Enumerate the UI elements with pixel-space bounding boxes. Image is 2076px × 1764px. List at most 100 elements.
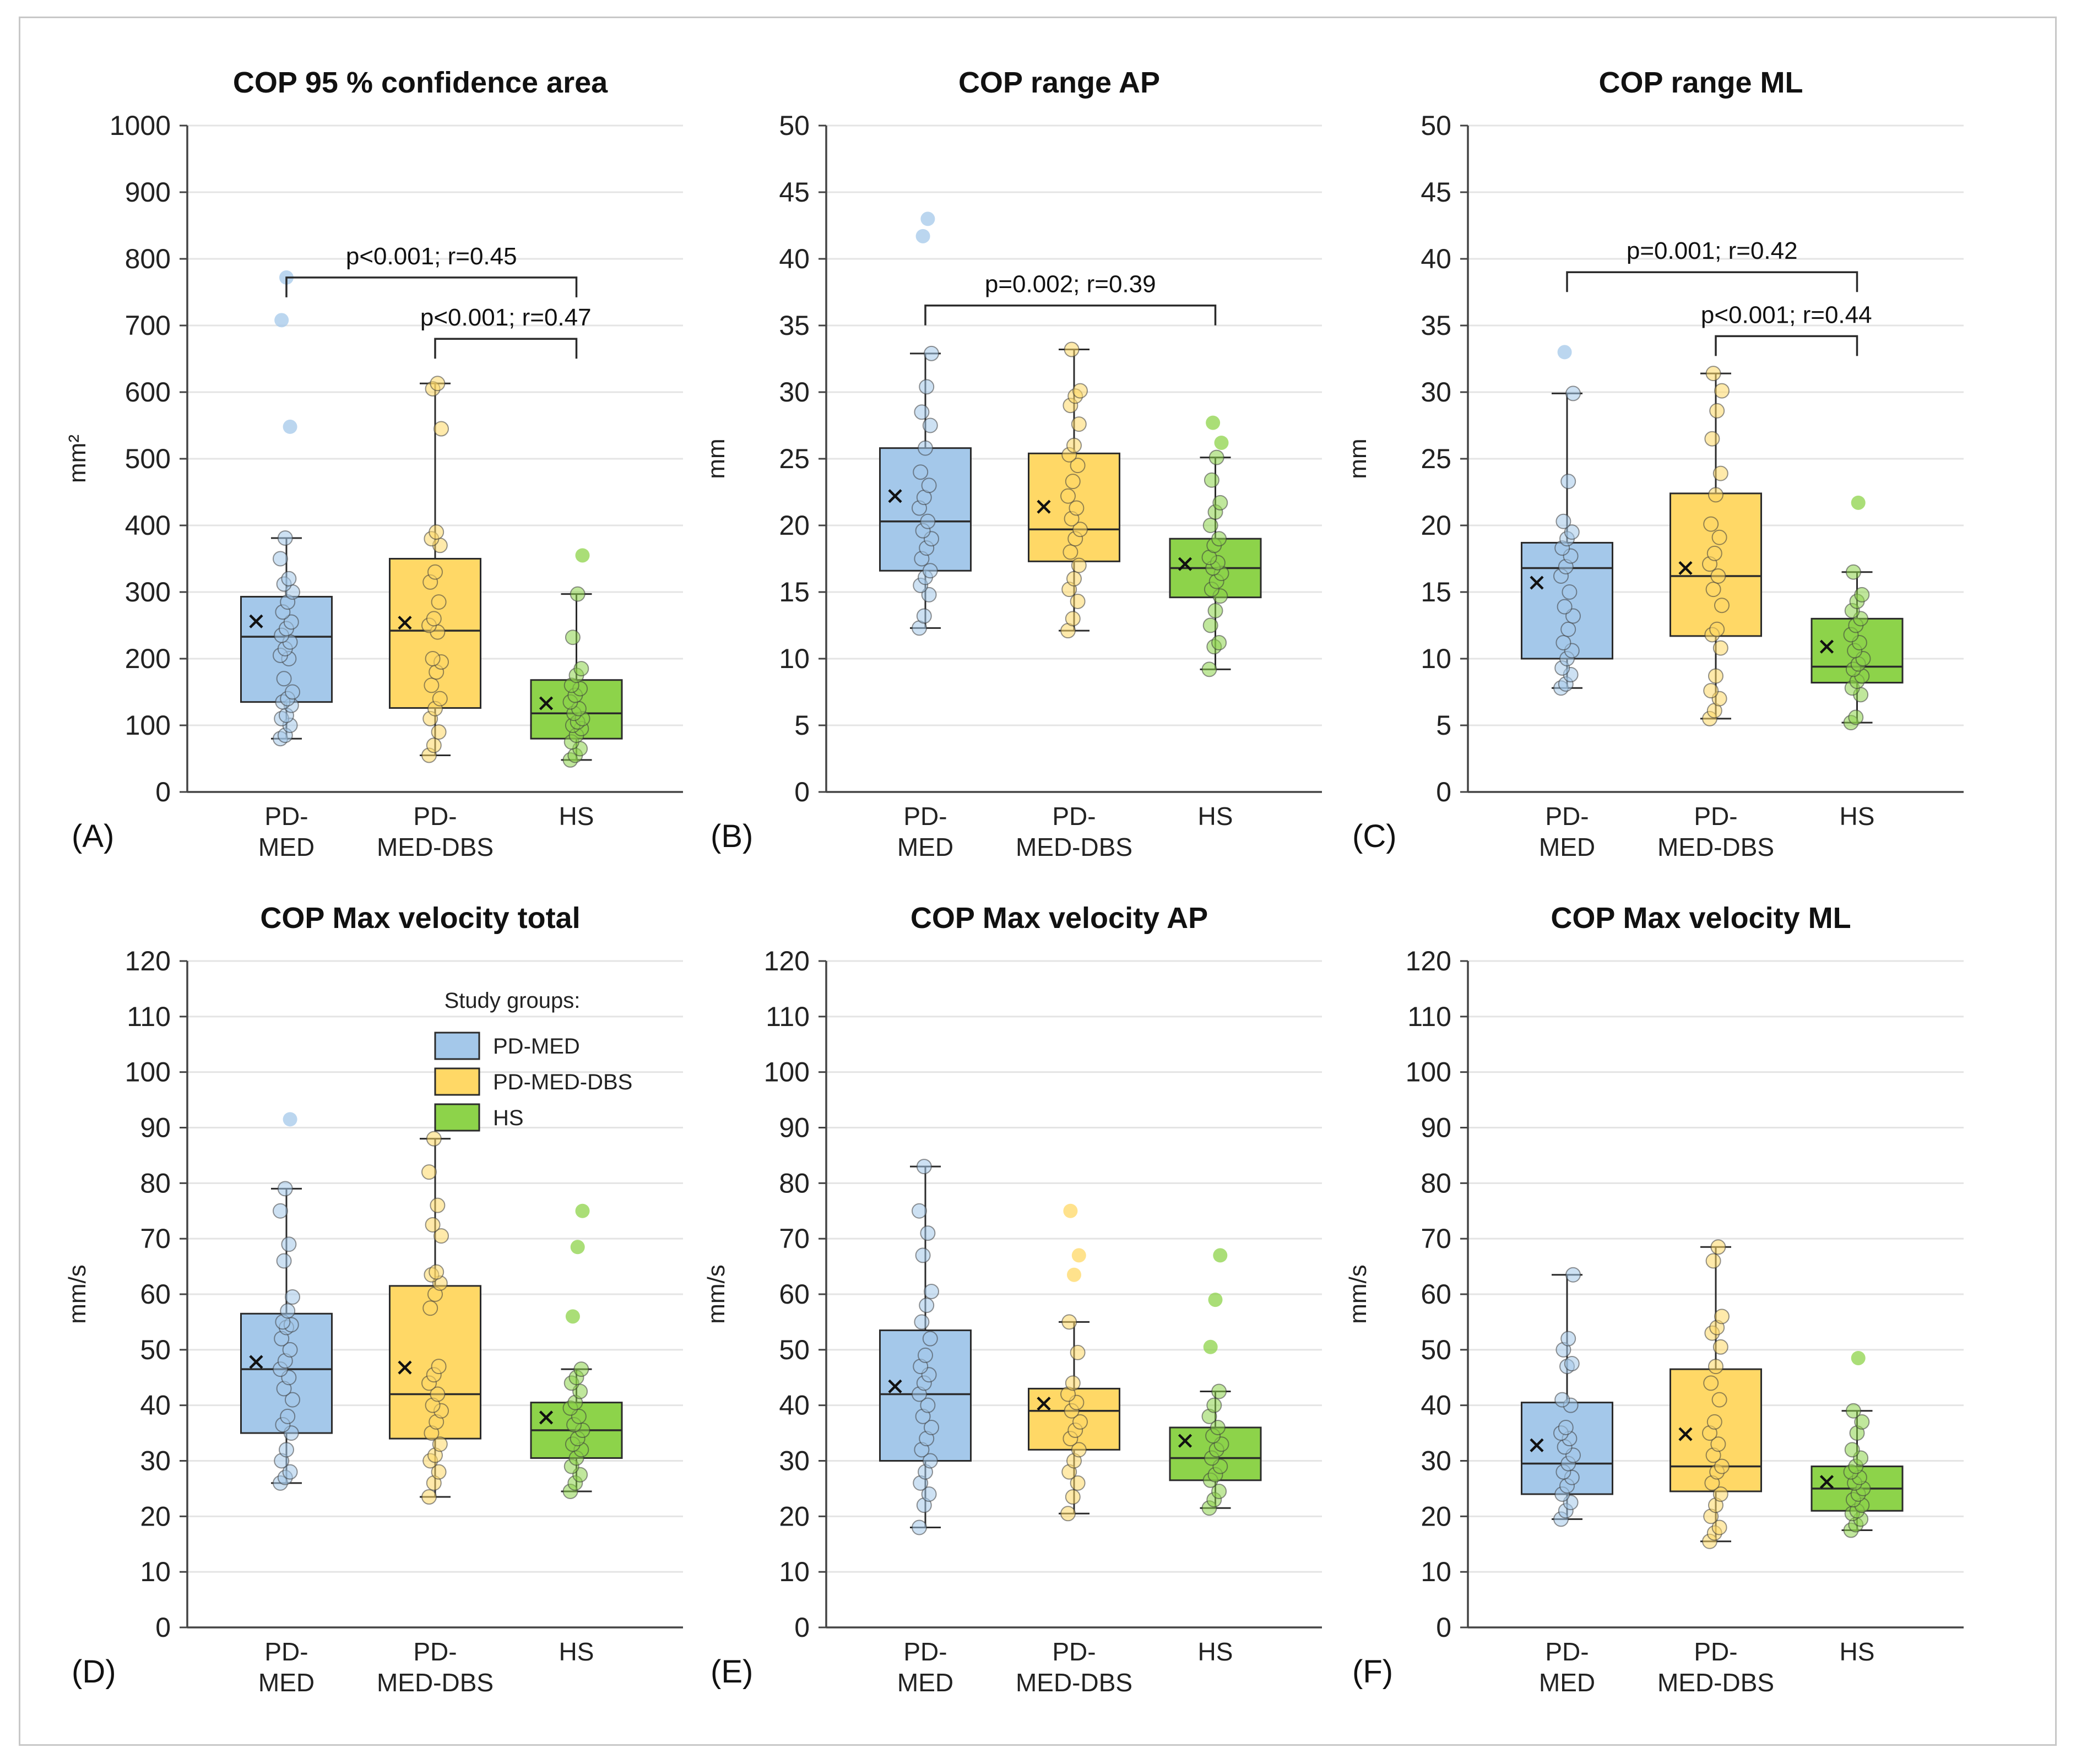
y-tick-label: 500 [125, 443, 171, 474]
box-hs [1169, 1248, 1262, 1516]
mean-marker [1678, 1427, 1693, 1441]
data-point [279, 1442, 294, 1458]
legend-label: PD-MED-DBS [493, 1070, 632, 1094]
bracket-label: p<0.001; r=0.44 [1701, 301, 1872, 328]
y-tick-label: 50 [779, 110, 810, 141]
y-tick-label: 60 [1421, 1279, 1451, 1310]
mean-marker-stroke [398, 1360, 412, 1375]
y-tick-label: 10 [779, 1556, 810, 1587]
panel-d: 0 10 20 30 40 50 60 70 80 90 100 110 120 COP Max velo… [64, 902, 683, 1697]
data-point [1705, 582, 1721, 598]
data-point [1711, 1519, 1727, 1535]
y-tick-label: 0 [1436, 1612, 1451, 1643]
bracket-label: p<0.001; r=0.47 [420, 304, 592, 331]
category-label: MED-DBS [1016, 1668, 1132, 1697]
data-point [1204, 472, 1219, 488]
data-point [1072, 383, 1088, 399]
y-tick-label: 40 [140, 1390, 171, 1421]
bracket-label: p=0.001; r=0.42 [1627, 237, 1798, 264]
mean-marker-stroke [1037, 500, 1051, 514]
data-point [1703, 683, 1719, 699]
category-label: PD- [1052, 1637, 1096, 1666]
data-point [1845, 564, 1861, 580]
y-tick-label: 300 [125, 577, 171, 607]
data-point [573, 661, 589, 677]
data-point [570, 586, 586, 602]
data-point [1060, 1506, 1076, 1522]
bracket-line [285, 276, 578, 297]
y-axis-label: mm/s [1345, 1264, 1372, 1324]
data-point [1070, 1344, 1086, 1360]
y-tick-label: 40 [1421, 1390, 1451, 1421]
data-point [918, 440, 933, 456]
data-point [1212, 495, 1228, 511]
legend: Study groups: PD-MED PD-MED-DBS HS [434, 989, 632, 1132]
y-tick-label: 45 [779, 177, 810, 208]
mean-marker-stroke [249, 1355, 263, 1369]
data-point [1069, 500, 1085, 516]
outlier-point [1557, 345, 1572, 360]
mean-marker [1530, 1438, 1544, 1452]
mean-marker-stroke [1678, 1427, 1693, 1441]
bracket-label: p<0.001; r=0.45 [346, 243, 517, 270]
data-point [1557, 599, 1573, 615]
data-point [1211, 634, 1227, 650]
data-point [1060, 488, 1076, 504]
data-point [1066, 437, 1082, 453]
y-axis-label: mm [703, 438, 730, 479]
data-point [1703, 516, 1719, 532]
category-label: HS [559, 1637, 594, 1666]
box-hs [530, 548, 623, 768]
data-point [1710, 1239, 1726, 1255]
outlier-point [1851, 495, 1866, 510]
y-axis-label: mm [1345, 438, 1372, 479]
y-tick-label: 0 [794, 1612, 810, 1643]
y-tick-label: 80 [140, 1168, 171, 1198]
significance-bracket: p=0.002; r=0.39 [924, 271, 1217, 325]
data-point [429, 524, 445, 540]
outlier-point [274, 313, 289, 328]
data-point [1207, 603, 1223, 618]
mean-marker [1178, 557, 1193, 571]
data-point [1704, 431, 1720, 447]
mean-marker-stroke [888, 489, 902, 503]
mean-marker-stroke [1819, 1475, 1834, 1489]
y-tick-label: 80 [1421, 1168, 1451, 1198]
category-label: MED [1539, 833, 1595, 861]
mean-marker-stroke [1530, 1438, 1544, 1452]
data-point [1710, 568, 1726, 584]
data-point [1708, 668, 1723, 684]
category-label: HS [1198, 1637, 1233, 1666]
y-tick-label: 0 [1436, 777, 1451, 807]
data-point [1072, 522, 1088, 538]
y-tick-label: 45 [1421, 177, 1451, 208]
category-label: HS [1198, 802, 1233, 831]
data-point [914, 1314, 930, 1330]
data-point [1712, 640, 1728, 656]
data-point [431, 724, 447, 740]
y-tick-label: 600 [125, 377, 171, 408]
y-tick-label: 700 [125, 310, 171, 341]
data-point [924, 345, 939, 361]
mean-marker [539, 1410, 554, 1425]
data-point [1558, 1420, 1574, 1435]
data-point [426, 737, 442, 753]
data-point [431, 1464, 447, 1480]
category-label: HS [1840, 1637, 1875, 1666]
outlier-point [1203, 1339, 1218, 1354]
mean-marker-stroke [1037, 1397, 1051, 1411]
data-point [277, 530, 293, 546]
y-tick-label: 100 [764, 1057, 810, 1088]
data-point [1854, 587, 1870, 603]
data-point [1201, 661, 1217, 677]
category-label: PD- [1694, 1637, 1737, 1666]
data-point [1071, 557, 1087, 573]
box-pd-med [879, 211, 972, 636]
bracket-line [434, 338, 578, 359]
y-tick-label: 90 [779, 1112, 810, 1143]
data-point [1564, 524, 1580, 540]
data-point [916, 608, 932, 624]
panel-f: 0 10 20 30 40 50 60 70 80 90 100 110 120 COP Max velo… [1345, 902, 1964, 1697]
category-label: MED-DBS [377, 1668, 494, 1697]
y-tick-label: 30 [1421, 1446, 1451, 1477]
